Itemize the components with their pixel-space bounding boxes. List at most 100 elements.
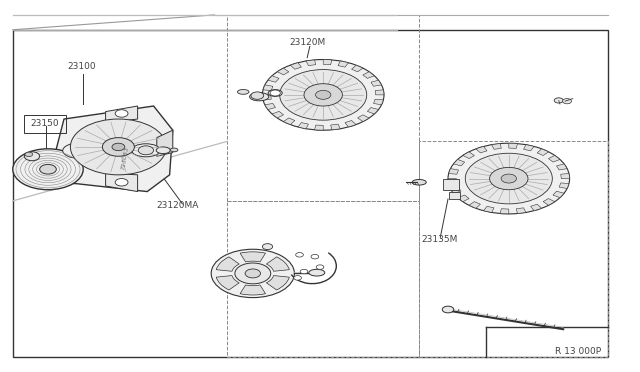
Circle shape: [112, 143, 125, 151]
Polygon shape: [559, 183, 569, 189]
Circle shape: [25, 152, 33, 157]
Polygon shape: [531, 204, 541, 211]
Circle shape: [311, 254, 319, 259]
Polygon shape: [106, 173, 138, 192]
Ellipse shape: [237, 89, 249, 94]
Circle shape: [115, 110, 128, 117]
Polygon shape: [463, 152, 474, 158]
Circle shape: [115, 179, 128, 186]
Ellipse shape: [132, 144, 161, 157]
Polygon shape: [509, 143, 518, 148]
Circle shape: [70, 119, 166, 175]
Circle shape: [442, 306, 454, 313]
Polygon shape: [291, 63, 301, 69]
Ellipse shape: [170, 148, 178, 152]
Circle shape: [262, 60, 384, 130]
Polygon shape: [524, 145, 534, 151]
Bar: [419, 141, 608, 357]
Text: 23120M: 23120M: [289, 38, 326, 46]
Polygon shape: [272, 111, 284, 118]
Circle shape: [465, 153, 552, 204]
Polygon shape: [458, 195, 469, 202]
Text: R 13 000P: R 13 000P: [556, 347, 602, 356]
Circle shape: [448, 143, 570, 214]
Polygon shape: [548, 155, 560, 162]
Text: 23120MA: 23120MA: [157, 201, 199, 210]
Circle shape: [211, 249, 294, 298]
Text: 713053: 713053: [120, 146, 129, 170]
Polygon shape: [314, 125, 323, 130]
Polygon shape: [298, 123, 308, 129]
Polygon shape: [351, 65, 363, 72]
Circle shape: [235, 263, 271, 284]
Circle shape: [262, 244, 273, 250]
Polygon shape: [345, 121, 356, 127]
Text: 23135M: 23135M: [421, 235, 458, 244]
Polygon shape: [338, 61, 348, 67]
Circle shape: [316, 90, 331, 99]
Circle shape: [490, 167, 528, 190]
Polygon shape: [469, 202, 481, 208]
Wedge shape: [216, 276, 239, 290]
Ellipse shape: [63, 143, 97, 158]
Polygon shape: [449, 169, 458, 174]
Polygon shape: [516, 208, 526, 214]
Circle shape: [296, 253, 303, 257]
Bar: [24, 115, 66, 133]
Circle shape: [138, 146, 154, 155]
Polygon shape: [371, 80, 381, 86]
Ellipse shape: [268, 90, 282, 96]
Polygon shape: [323, 60, 332, 65]
Ellipse shape: [250, 93, 269, 101]
Polygon shape: [363, 72, 374, 78]
Polygon shape: [331, 124, 340, 130]
Ellipse shape: [80, 145, 106, 156]
Circle shape: [300, 269, 308, 274]
Wedge shape: [266, 257, 289, 271]
Polygon shape: [500, 209, 509, 214]
Circle shape: [245, 269, 260, 278]
Polygon shape: [451, 187, 461, 193]
Polygon shape: [277, 68, 289, 75]
Polygon shape: [448, 179, 457, 184]
Ellipse shape: [156, 147, 170, 154]
Polygon shape: [367, 108, 378, 114]
Circle shape: [280, 70, 367, 120]
Polygon shape: [106, 106, 138, 123]
Polygon shape: [265, 103, 275, 109]
Circle shape: [316, 265, 324, 269]
Circle shape: [501, 174, 516, 183]
Polygon shape: [454, 160, 465, 166]
Circle shape: [251, 92, 264, 99]
Polygon shape: [553, 191, 564, 198]
Polygon shape: [284, 118, 295, 125]
Wedge shape: [240, 252, 266, 262]
Circle shape: [13, 149, 83, 190]
Polygon shape: [54, 106, 173, 192]
Wedge shape: [266, 276, 289, 290]
Bar: [227, 15, 419, 201]
Circle shape: [294, 276, 301, 280]
Polygon shape: [358, 115, 369, 122]
Bar: [13, 30, 608, 357]
Polygon shape: [537, 149, 548, 155]
Circle shape: [304, 84, 342, 106]
Polygon shape: [557, 164, 567, 170]
Text: 23100: 23100: [67, 62, 96, 71]
Circle shape: [102, 138, 134, 156]
Wedge shape: [240, 285, 266, 295]
Polygon shape: [492, 144, 501, 149]
Ellipse shape: [309, 269, 325, 276]
Circle shape: [40, 164, 56, 174]
Text: 23150: 23150: [30, 119, 59, 128]
Polygon shape: [561, 173, 570, 179]
Polygon shape: [263, 85, 273, 90]
Polygon shape: [543, 199, 555, 205]
Polygon shape: [476, 147, 487, 153]
Polygon shape: [157, 130, 173, 156]
Polygon shape: [375, 90, 384, 95]
Polygon shape: [484, 206, 494, 212]
Bar: [227, 201, 419, 357]
Circle shape: [24, 152, 40, 161]
Polygon shape: [443, 179, 459, 190]
